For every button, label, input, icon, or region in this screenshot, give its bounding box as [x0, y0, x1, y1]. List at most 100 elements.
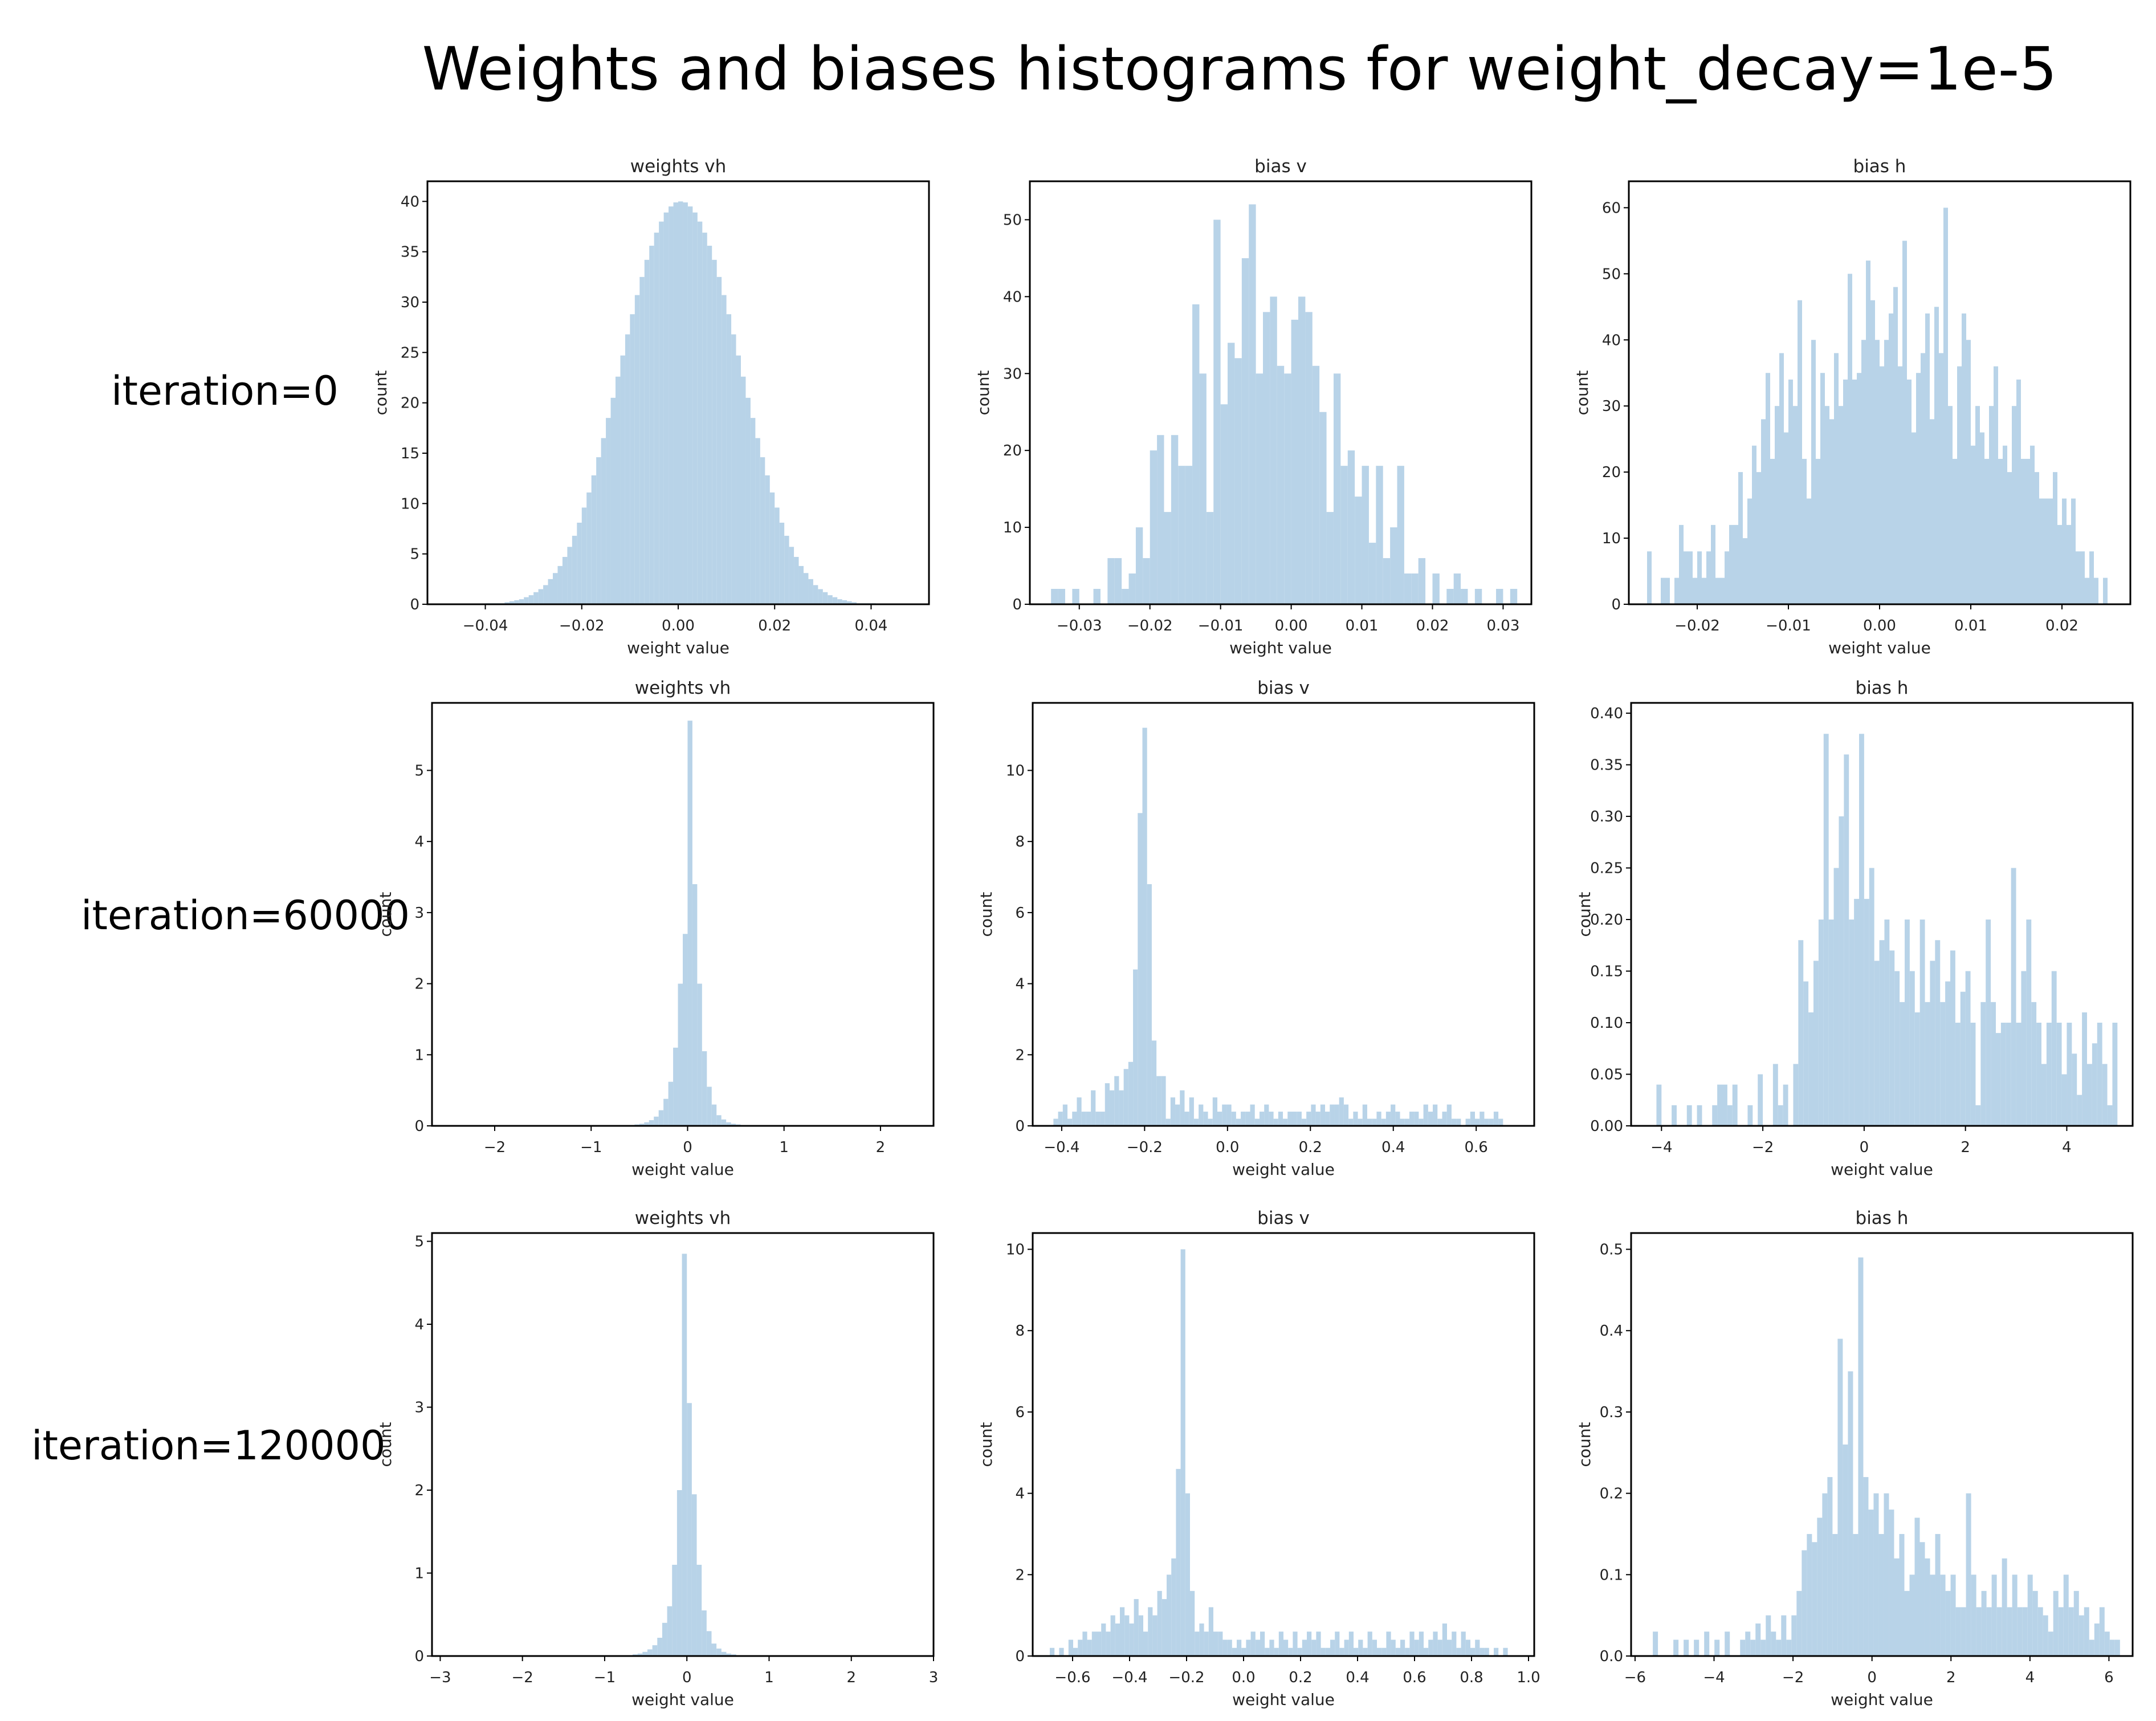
bar [1760, 1639, 1766, 1656]
x-tick-label: −0.4 [1111, 1669, 1147, 1686]
bar [1236, 1118, 1241, 1126]
bar [634, 295, 640, 604]
row-label-2: iteration=120000 [31, 1422, 386, 1469]
y-tick-label: 4 [414, 833, 424, 851]
bar [692, 212, 698, 604]
bar [687, 721, 692, 1126]
bar [601, 438, 606, 604]
bar [1442, 1623, 1447, 1656]
y-tick-label: 30 [1003, 365, 1022, 383]
bar [1953, 458, 1957, 604]
x-tick-label: −2 [484, 1139, 506, 1156]
x-tick-label: 2 [876, 1139, 886, 1156]
bar [1798, 940, 1804, 1126]
bar [1859, 734, 1864, 1126]
bar [1062, 1104, 1068, 1126]
x-axis-label: weight value [1229, 638, 1332, 657]
bar [676, 1490, 682, 1656]
bar [1930, 961, 1935, 1126]
bar [765, 475, 770, 604]
x-axis-label: weight value [631, 1690, 734, 1709]
bar [1778, 1105, 1783, 1126]
bar [1372, 1639, 1377, 1656]
y-axis-label: count [1575, 1422, 1594, 1467]
bar [1722, 1084, 1727, 1126]
bar [2039, 498, 2044, 604]
bar [1717, 1084, 1722, 1126]
bar [1082, 1632, 1087, 1656]
bar [1991, 1574, 1997, 1656]
bar [1283, 1639, 1289, 1656]
x-tick-label: −4 [1650, 1139, 1672, 1156]
axes-frame [1630, 1232, 2134, 1657]
bar [1206, 512, 1214, 604]
bar [2099, 1607, 2105, 1656]
bar [1854, 898, 1859, 1126]
bar [1419, 1632, 1424, 1656]
y-tick-label: 2 [1015, 1567, 1025, 1584]
bar [1348, 1118, 1354, 1126]
bar [1960, 991, 1966, 1126]
bar [1955, 1607, 1961, 1656]
bar [1414, 1112, 1419, 1126]
bar [1971, 1574, 1976, 1656]
x-tick-label: 0.02 [2045, 617, 2078, 634]
bar [1157, 1590, 1162, 1656]
bar [652, 1645, 658, 1656]
bar [798, 565, 804, 604]
bar [2003, 445, 2007, 604]
bar [1180, 1249, 1185, 1656]
bar [716, 1648, 722, 1656]
bar [1930, 1574, 1935, 1656]
bar [1138, 813, 1143, 1126]
bar [1437, 1118, 1442, 1126]
bar [1419, 1118, 1424, 1126]
bar [2030, 445, 2035, 604]
subplot-7: −0.6 −0.4 −0.2 0.0 0.2 0.4 0.6 0.8 1.0 0 2 4 6 8 10 bia… [977, 1208, 1540, 1709]
bar [1050, 1647, 1055, 1656]
x-tick-label: 0.03 [1486, 617, 1519, 634]
bar [2077, 1095, 2082, 1126]
bar [1791, 1615, 1797, 1656]
x-tick-label: 0.00 [1275, 617, 1308, 634]
bar [1834, 353, 1839, 604]
bar [1480, 1647, 1485, 1656]
bar [2053, 472, 2057, 605]
bar [1355, 497, 1362, 604]
bar [1404, 573, 1412, 604]
bar [1975, 1105, 1981, 1126]
bar [1152, 1615, 1158, 1656]
bar [1714, 1639, 1720, 1656]
bar [1976, 1607, 1982, 1656]
bar [1808, 1012, 1813, 1126]
bar [647, 1649, 653, 1656]
bar [1395, 1112, 1400, 1126]
bar [1679, 524, 1684, 605]
bar [1199, 1104, 1204, 1126]
bar [667, 1606, 673, 1656]
bar [663, 212, 669, 604]
bar [1278, 1112, 1283, 1126]
bar [1376, 1112, 1381, 1126]
bar [687, 206, 693, 604]
bar [1411, 573, 1419, 604]
bar [1864, 898, 1869, 1126]
bar [1451, 1118, 1457, 1126]
bar [2056, 1023, 2062, 1126]
bar [769, 492, 775, 604]
bar [822, 592, 828, 604]
bar [1820, 373, 1825, 604]
x-tick-label: −6 [1624, 1669, 1646, 1686]
bar [586, 492, 592, 604]
bar [1184, 1112, 1189, 1126]
bar [1498, 1118, 1503, 1126]
bar [1779, 353, 1784, 604]
y-tick-label: 3 [414, 1399, 424, 1417]
bar [1175, 1104, 1180, 1126]
bar [721, 1651, 727, 1656]
bar [1861, 340, 1866, 604]
bar [1771, 1632, 1776, 1656]
bar [716, 276, 722, 605]
bar [1124, 1615, 1130, 1656]
